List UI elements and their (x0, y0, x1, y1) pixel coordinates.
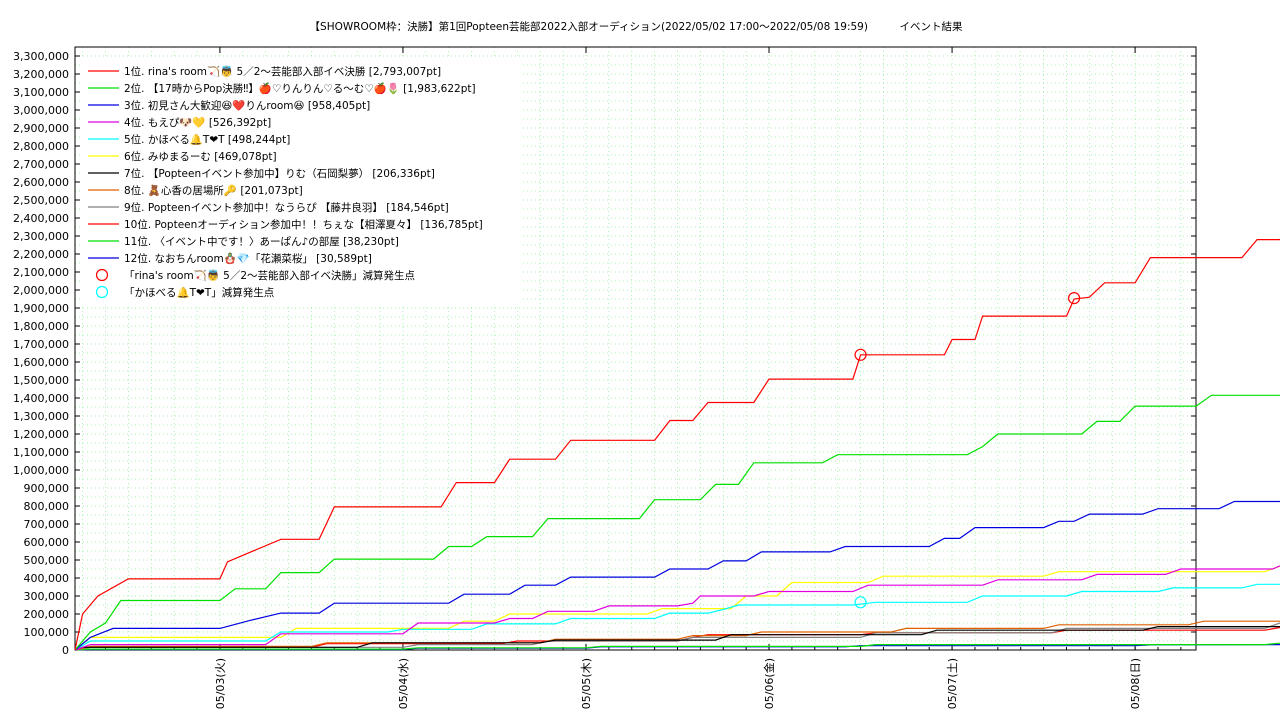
legend-box (80, 58, 520, 305)
y-tick-label: 100,000 (24, 626, 70, 639)
series-layer (74, 238, 1280, 651)
y-tick-label: 3,100,000 (13, 86, 69, 99)
legend-label: 「rina's room🏹👼 5／2〜芸能部入部イベ決勝」減算発生点 (124, 269, 415, 282)
y-tick-label: 1,500,000 (13, 374, 69, 387)
y-tick-label: 600,000 (24, 536, 70, 549)
legend: 1位. rina's room🏹👼 5／2〜芸能部入部イベ決勝 [2,793,0… (80, 58, 520, 305)
y-tick-label: 800,000 (24, 500, 70, 513)
y-tick-label: 200,000 (24, 608, 70, 621)
y-tick-label: 300,000 (24, 590, 70, 603)
y-tick-label: 0 (62, 644, 69, 657)
legend-label: 4位. もえぴ🐶💛 [526,392pt] (124, 116, 271, 129)
decrement-marker (854, 596, 867, 609)
y-tick-label: 1,100,000 (13, 446, 69, 459)
y-tick-label: 700,000 (24, 518, 70, 531)
y-tick-label: 900,000 (24, 482, 70, 495)
y-tick-label: 1,200,000 (13, 428, 69, 441)
legend-label: 5位. かほべる🔔T❤T [498,244pt] (124, 133, 290, 146)
x-tick-label: 05/03(火) (214, 658, 227, 709)
legend-marker-swatch (95, 285, 109, 299)
x-tick-label: 05/08(日) (1129, 658, 1142, 709)
decrement-marker (1067, 292, 1081, 305)
y-tick-label: 1,700,000 (13, 338, 69, 351)
plot-frame (74, 46, 1197, 651)
y-tick-label: 2,600,000 (13, 176, 69, 189)
legend-label: 10位. Popteenオーディション参加中！！ちぇな【相澤夏々】 [136,7… (124, 218, 483, 231)
series-line (74, 622, 1280, 651)
y-tick-label: 3,000,000 (13, 104, 69, 117)
legend-label: 1位. rina's room🏹👼 5／2〜芸能部入部イベ決勝 [2,793,0… (124, 65, 441, 78)
series-line (74, 500, 1280, 651)
legend-label: 7位. 【Popteenイベント参加中】りむ（石岡梨夢） [206,336pt] (124, 167, 435, 180)
axes: 0 100,000 200,000 300,000 400,000 500,000 600,… (13, 46, 1197, 709)
marker-layer (854, 292, 1081, 609)
y-tick-label: 1,300,000 (13, 410, 69, 423)
legend-label: 「かほべる🔔T❤T」減算発生点 (124, 286, 274, 299)
y-tick-label: 2,800,000 (13, 140, 69, 153)
legend-label: 11位. 〈イベント中です！〉あーぱん♪の部屋 [38,230pt] (124, 235, 399, 248)
x-tick-label: 05/06(金) (762, 658, 776, 709)
series-line (74, 642, 1280, 651)
legend-label: 2位. 【17時からPop決勝‼】🍎♡りんりん♡る〜む♡🍎🌷 [1,983,62… (124, 82, 476, 95)
y-tick-label: 3,200,000 (13, 68, 69, 81)
y-tick-label: 2,100,000 (13, 266, 69, 279)
y-tick-label: 2,700,000 (13, 158, 69, 171)
legend-label: 6位. みゆまるーむ [469,078pt] (124, 150, 277, 163)
legend-label: 9位. Popteenイベント参加中！なうらぴ 【藤井良羽】 [184,546p… (124, 201, 449, 214)
y-tick-label: 2,500,000 (13, 194, 69, 207)
legend-label: 8位. 🧸心香の居場所🔑 [201,073pt] (124, 184, 303, 197)
x-tick-label: 05/04(水) (397, 658, 410, 709)
y-tick-label: 1,000,000 (13, 464, 69, 477)
y-tick-label: 1,900,000 (13, 302, 69, 315)
x-tick-label: 05/07(土) (946, 658, 959, 709)
y-tick-label: 500,000 (24, 554, 70, 567)
series-line (74, 625, 1280, 651)
decrement-marker (854, 348, 867, 361)
x-tick-label: 05/05(木) (580, 658, 593, 709)
chart-title: 【SHOWROOM枠：決勝】第1回Popteen芸能部2022入部オーディション… (310, 20, 963, 33)
legend-marker-swatch (95, 268, 109, 282)
y-tick-label: 1,400,000 (13, 392, 69, 405)
series-line (74, 394, 1280, 651)
y-tick-label: 2,900,000 (13, 122, 69, 135)
y-tick-label: 1,600,000 (13, 356, 69, 369)
y-tick-label: 2,400,000 (13, 212, 69, 225)
series-line (74, 565, 1280, 651)
series-line (74, 583, 1280, 651)
legend-label: 12位. なおちんroom🪆💎「花瀬菜桜」 [30,589pt] (124, 252, 372, 265)
series-line (74, 238, 1280, 651)
y-tick-label: 1,800,000 (13, 320, 69, 333)
legend-label: 3位. 初見さん大歓迎😆❤️りんroom😆 [958,405pt] (124, 99, 370, 112)
y-tick-label: 3,300,000 (13, 50, 69, 63)
y-tick-label: 2,200,000 (13, 248, 69, 261)
series-line (74, 565, 1280, 651)
y-tick-label: 400,000 (24, 572, 70, 585)
y-tick-label: 2,300,000 (13, 230, 69, 243)
y-tick-label: 2,000,000 (13, 284, 69, 297)
